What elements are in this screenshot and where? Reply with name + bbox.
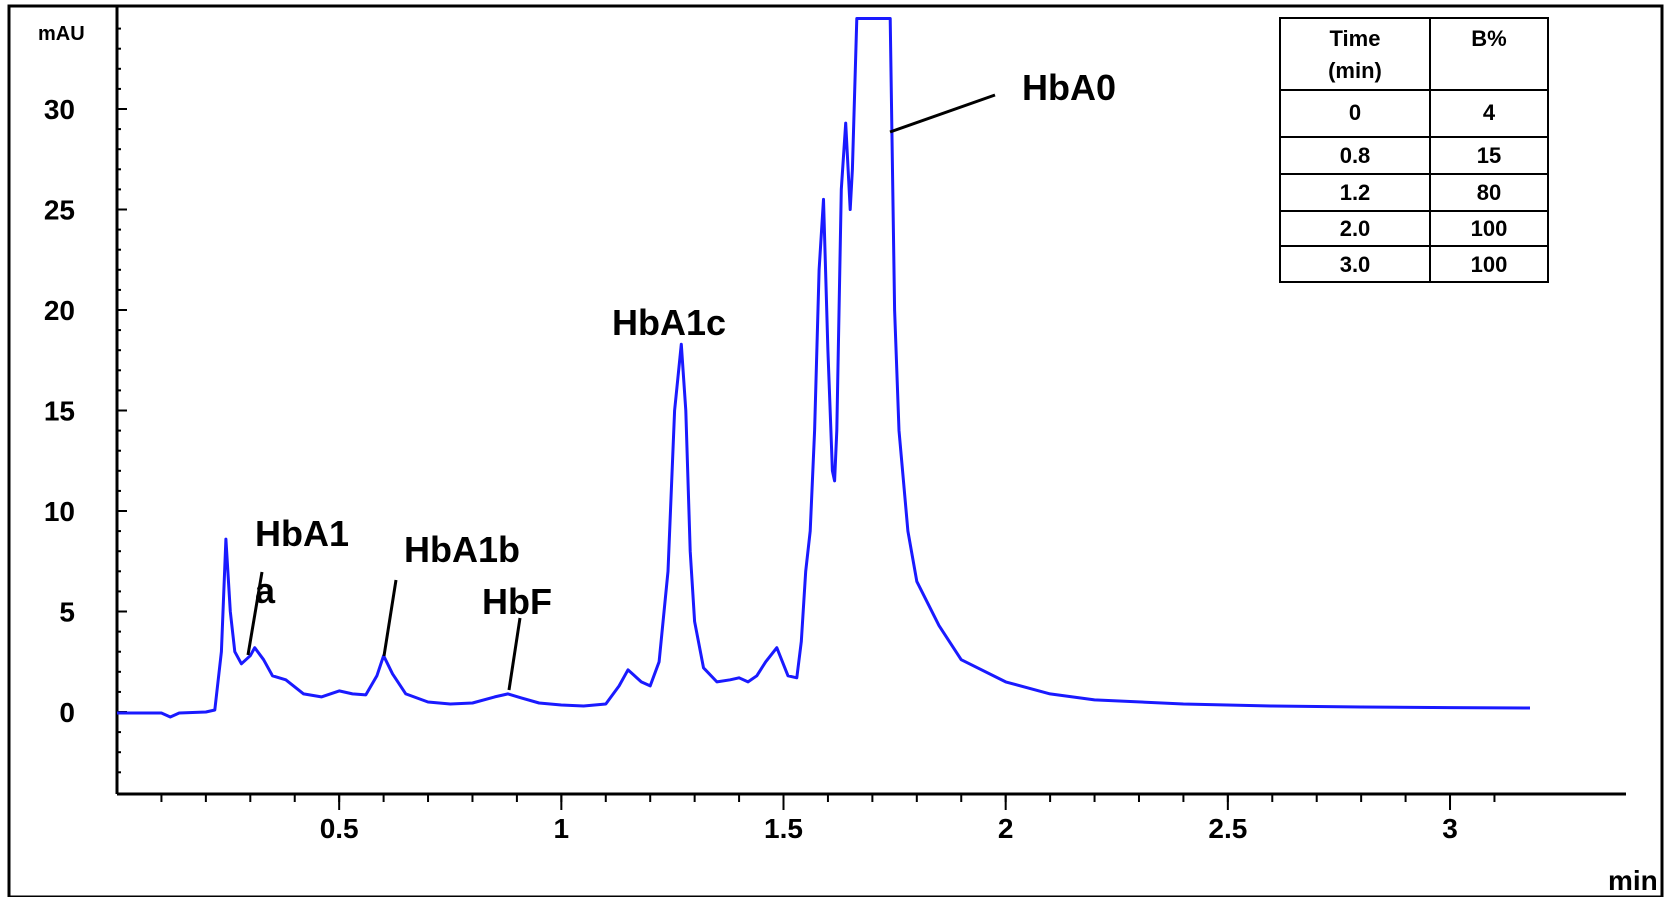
- gradient-table-cell: 100: [1471, 216, 1508, 241]
- annotation-hbf: HbF: [482, 581, 552, 622]
- x-tick-label: 1: [554, 813, 570, 844]
- leader-hba0: [889, 93, 996, 134]
- x-tick-label: 0.5: [320, 813, 359, 844]
- gradient-table-cell: 0: [1349, 100, 1361, 125]
- x-tick-labels: 0.5 1 1.5 2 2.5 3: [320, 813, 1458, 844]
- gradient-table-cell: 4: [1483, 100, 1496, 125]
- x-axis-label: min: [1608, 865, 1658, 896]
- gradient-table-border: [1279, 17, 1549, 283]
- x-tick-label: 3: [1442, 813, 1458, 844]
- gradient-table-header-b: B%: [1471, 26, 1506, 51]
- x-tick-label: 2.5: [1208, 813, 1247, 844]
- annotation-hba1b: HbA1b: [404, 529, 520, 570]
- gradient-table-header-time: Time: [1330, 26, 1381, 51]
- gradient-table-cell: 80: [1477, 180, 1501, 205]
- x-tick-label: 1.5: [764, 813, 803, 844]
- y-tick-label: 15: [44, 396, 75, 427]
- gradient-table-cell: 1.2: [1340, 180, 1371, 205]
- y-tick-label: 20: [44, 295, 75, 326]
- y-tick-label: 25: [44, 195, 75, 226]
- annotation-hba1: HbA1: [255, 513, 349, 554]
- chart-outer-frame: [7, 4, 1664, 897]
- leader-hba1a: [246, 571, 264, 656]
- y-tick-label: 10: [44, 496, 75, 527]
- y-tick-labels: 0 5 10 15 20 25 30: [44, 94, 75, 728]
- chromatogram-trace: [117, 17, 1531, 719]
- y-tick-label: 0: [59, 697, 75, 728]
- leader-hbf: [507, 617, 522, 691]
- y-axis-label: mAU: [38, 23, 85, 45]
- x-tick-label: 2: [998, 813, 1014, 844]
- annotation-a: a: [255, 570, 276, 611]
- gradient-table-header-time-unit: (min): [1328, 58, 1382, 83]
- y-tick-label: 5: [59, 597, 75, 628]
- gradient-table-cell: 100: [1471, 252, 1508, 277]
- gradient-table-cell: 0.8: [1340, 143, 1371, 168]
- gradient-table: Time (min) B% 0 4 0.8 15 1.2 80 2.0 100 …: [1279, 17, 1549, 283]
- gradient-table-cell: 3.0: [1340, 252, 1371, 277]
- x-major-ticks: [338, 794, 1452, 810]
- y-tick-label: 30: [44, 94, 75, 125]
- annotation-hba0: HbA0: [1022, 67, 1116, 108]
- gradient-table-cell: 2.0: [1340, 216, 1371, 241]
- annotation-hba1c: HbA1c: [612, 302, 726, 343]
- gradient-table-cell: 15: [1477, 143, 1501, 168]
- leader-hba1b: [382, 579, 398, 657]
